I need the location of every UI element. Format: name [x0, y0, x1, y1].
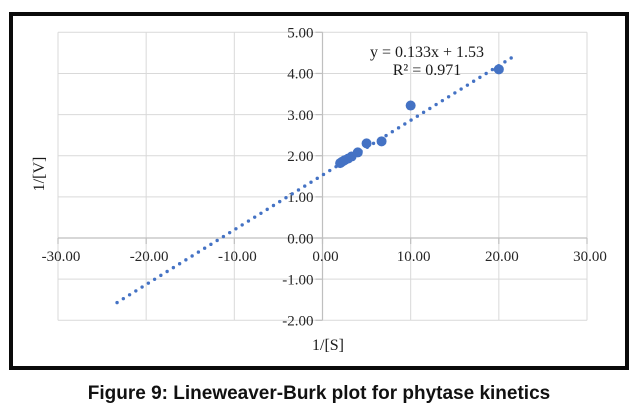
trendline-dot — [284, 196, 288, 200]
x-axis-title: 1/[S] — [312, 337, 344, 354]
trendline-dot — [303, 184, 307, 188]
trendline-dot — [290, 192, 294, 196]
trendline-dot — [259, 211, 263, 215]
trendline-dot — [271, 203, 276, 208]
trendline-dot — [190, 254, 194, 258]
x-tick-label: 10.00 — [397, 249, 431, 265]
trendline-dot — [453, 91, 457, 95]
trendline-dot — [159, 273, 163, 278]
trendline-dot — [121, 296, 126, 301]
trendline-dot — [484, 71, 488, 76]
trendline-dot — [478, 75, 482, 80]
trendline-dot — [465, 83, 470, 87]
y-axis-title: 1/[V] — [31, 156, 48, 192]
data-point — [405, 100, 416, 111]
trendline-dot — [152, 277, 157, 281]
trendline-dot — [328, 168, 332, 173]
x-tick-label: 30.00 — [573, 249, 607, 265]
r-squared-value: R² = 0.971 — [392, 62, 462, 79]
trendline-dot — [403, 122, 407, 126]
trendline-annotation: y = 0.133x + 1.53 R² = 0.971 — [370, 44, 484, 80]
x-tick-label: -30.00 — [42, 249, 81, 265]
trendline-dot — [503, 60, 507, 64]
trendline-equation: y = 0.133x + 1.53 — [369, 44, 485, 61]
trendline-dot — [278, 199, 282, 204]
trendline-dot — [409, 118, 413, 122]
trendline-dot — [390, 130, 395, 134]
trendline-dot — [428, 106, 432, 111]
y-tick-label: 4.00 — [287, 67, 313, 83]
trendline-dot — [384, 133, 388, 138]
trendline-dot — [240, 223, 244, 227]
trendline-dot — [177, 262, 182, 266]
x-tick-label: 20.00 — [485, 249, 519, 265]
trendline-dot — [265, 207, 269, 212]
x-tick-label: -10.00 — [218, 249, 257, 265]
trendline-dot — [459, 87, 463, 91]
trendline-dot — [196, 250, 201, 254]
trendline-dot — [321, 172, 326, 177]
trendline-dot — [440, 98, 445, 103]
trendline-dot — [446, 95, 451, 99]
data-point — [493, 64, 504, 75]
trendline-dot — [415, 114, 420, 118]
data-point — [376, 136, 387, 147]
trendline-dot — [421, 110, 426, 115]
y-tick-label: 5.00 — [287, 26, 313, 42]
trendline-dot — [309, 180, 313, 184]
y-tick-label: 2.00 — [287, 149, 313, 165]
y-tick-label: -1.00 — [282, 272, 313, 288]
trendline-dot — [215, 238, 219, 243]
trendline-dot — [227, 230, 232, 235]
trendline-dot — [184, 258, 188, 262]
y-tick-label: 0.00 — [287, 231, 313, 247]
trendline-dot — [315, 176, 319, 181]
trendline-dot — [202, 246, 207, 250]
trendline-dot — [134, 289, 138, 293]
trendline-dot — [371, 141, 376, 146]
trendline-dot — [471, 79, 476, 83]
x-tick-label: 0.00 — [312, 249, 338, 265]
trendline-dot — [221, 234, 226, 239]
trendline-dot — [509, 56, 513, 60]
trendline-dot — [490, 67, 495, 72]
trendline-dot — [171, 265, 176, 270]
data-point — [361, 138, 372, 149]
trendline-dot — [252, 215, 257, 219]
figure-caption: Figure 9: Lineweaver-Burk plot for phyta… — [87, 383, 551, 404]
trendline-dot — [246, 219, 251, 223]
trendline-dot — [434, 102, 438, 107]
trendline-dot — [115, 300, 119, 305]
trendline-dot — [396, 126, 401, 130]
y-tick-label: -2.00 — [282, 314, 313, 330]
trendline-dot — [209, 242, 213, 247]
trendline-dot — [140, 285, 144, 289]
trendline-dot — [296, 188, 301, 192]
trendline-dot — [234, 227, 238, 231]
data-point — [352, 147, 363, 158]
y-tick-label: 3.00 — [287, 108, 313, 124]
x-tick-label: -20.00 — [130, 249, 169, 265]
trendline-dot — [165, 269, 169, 274]
trendline-dot — [127, 293, 132, 297]
trendline-dot — [146, 281, 151, 285]
chart-frame[interactable] — [9, 12, 629, 370]
